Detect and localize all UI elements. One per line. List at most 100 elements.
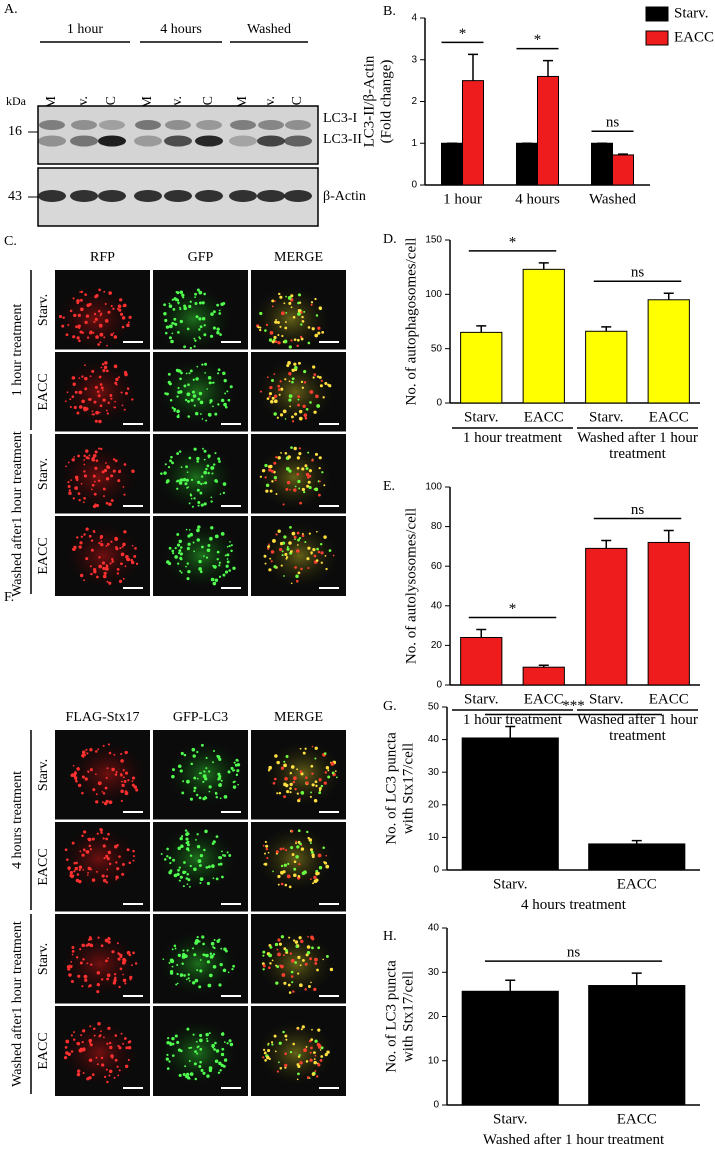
- puncta: [79, 573, 84, 578]
- puncta: [296, 579, 299, 583]
- puncta: [303, 413, 308, 417]
- puncta: [268, 543, 270, 546]
- puncta: [199, 854, 204, 858]
- puncta: [198, 391, 203, 396]
- puncta: [86, 962, 89, 965]
- puncta: [184, 954, 188, 958]
- puncta: [68, 973, 72, 977]
- group-label: 4 hours treatment: [10, 771, 25, 869]
- puncta: [82, 1072, 85, 1074]
- puncta: [196, 456, 200, 461]
- puncta: [164, 463, 167, 466]
- puncta: [198, 328, 201, 331]
- puncta: [229, 385, 233, 389]
- puncta: [281, 334, 284, 338]
- puncta: [183, 306, 188, 310]
- puncta: [219, 862, 223, 866]
- puncta: [185, 478, 189, 482]
- puncta: [325, 567, 328, 571]
- puncta: [203, 470, 207, 475]
- puncta: [289, 405, 292, 408]
- micrograph: [251, 270, 346, 351]
- puncta: [288, 936, 291, 939]
- puncta: [94, 385, 98, 389]
- puncta: [170, 339, 174, 344]
- puncta: [307, 480, 311, 484]
- puncta: [289, 550, 293, 553]
- puncta: [179, 769, 183, 773]
- puncta: [180, 571, 183, 574]
- puncta: [89, 1041, 91, 1044]
- puncta: [227, 971, 230, 974]
- puncta: [108, 1069, 113, 1074]
- puncta: [282, 409, 287, 414]
- cell: [257, 360, 334, 425]
- puncta: [274, 340, 278, 344]
- puncta: [176, 972, 179, 976]
- micrograph: [251, 434, 346, 514]
- puncta: [327, 775, 331, 779]
- puncta: [213, 749, 216, 752]
- puncta: [70, 1050, 74, 1053]
- puncta: [205, 556, 209, 559]
- puncta: [300, 847, 305, 851]
- unit-label: kDa: [6, 94, 27, 108]
- cell: [65, 523, 142, 588]
- puncta: [224, 392, 227, 395]
- puncta: [98, 419, 102, 424]
- puncta: [207, 454, 211, 458]
- puncta: [196, 969, 199, 972]
- puncta: [298, 487, 301, 490]
- puncta: [82, 1029, 86, 1033]
- puncta: [289, 791, 292, 794]
- puncta: [208, 973, 213, 978]
- puncta: [311, 1072, 316, 1076]
- puncta: [115, 383, 118, 386]
- puncta: [296, 531, 300, 535]
- puncta: [177, 868, 180, 872]
- puncta: [186, 327, 190, 331]
- puncta: [67, 967, 71, 971]
- puncta: [286, 790, 290, 794]
- puncta: [230, 549, 233, 553]
- puncta: [261, 468, 266, 473]
- micrograph: [153, 434, 248, 514]
- puncta: [297, 395, 301, 399]
- puncta: [122, 577, 125, 580]
- puncta: [74, 475, 79, 480]
- puncta: [73, 1031, 75, 1034]
- puncta: [208, 1032, 211, 1035]
- puncta: [125, 391, 128, 395]
- puncta: [207, 471, 210, 475]
- puncta: [197, 397, 201, 401]
- puncta: [308, 474, 312, 478]
- puncta: [87, 942, 91, 947]
- y-axis-label: with Stx17/cell: [400, 743, 416, 834]
- puncta: [99, 332, 104, 337]
- puncta: [273, 300, 276, 303]
- puncta: [117, 376, 120, 379]
- puncta: [104, 303, 107, 305]
- row-label: Starv.: [36, 294, 51, 326]
- puncta: [265, 847, 269, 851]
- puncta: [196, 844, 201, 849]
- puncta: [198, 336, 201, 338]
- puncta: [93, 1027, 96, 1031]
- y-axis-label: No. of autolysosomes/cell: [403, 508, 419, 664]
- puncta: [187, 832, 190, 836]
- puncta: [202, 1071, 206, 1075]
- puncta: [309, 1058, 313, 1062]
- puncta: [88, 1058, 93, 1063]
- puncta: [128, 1040, 132, 1044]
- puncta: [321, 471, 324, 474]
- y-tick-label: 100: [425, 482, 442, 493]
- puncta: [195, 838, 197, 841]
- puncta: [207, 983, 212, 988]
- x-tick-label: Washed: [589, 191, 637, 207]
- puncta: [192, 390, 195, 394]
- puncta: [280, 766, 285, 770]
- puncta: [182, 477, 187, 482]
- legend-swatch: [645, 30, 669, 46]
- puncta: [310, 764, 314, 768]
- puncta: [331, 771, 335, 775]
